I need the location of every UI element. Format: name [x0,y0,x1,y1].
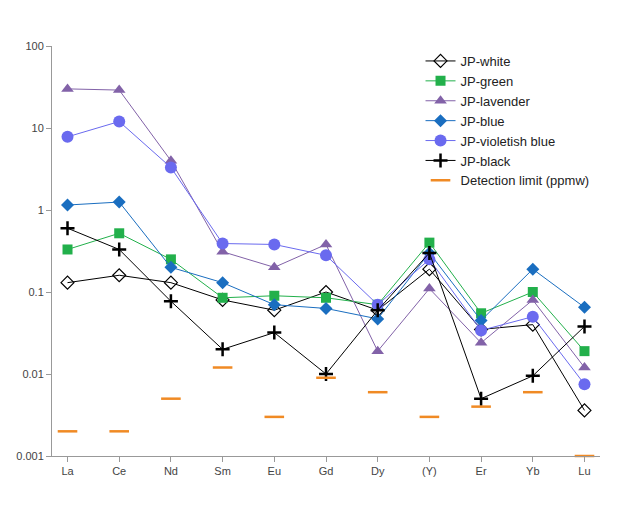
svg-text:La: La [61,465,74,477]
svg-text:Gd: Gd [319,465,334,477]
svg-text:0.001: 0.001 [16,450,44,462]
svg-text:JP-violetish blue: JP-violetish blue [461,134,556,149]
svg-text:0.01: 0.01 [22,368,43,380]
svg-text:Ce: Ce [112,465,126,477]
svg-text:Dy: Dy [371,465,385,477]
svg-text:Er: Er [476,465,487,477]
svg-text:Yb: Yb [526,465,539,477]
svg-text:Sm: Sm [214,465,231,477]
svg-text:JP-black: JP-black [461,154,511,169]
svg-text:Nd: Nd [164,465,178,477]
svg-text:Detection limit (ppmw): Detection limit (ppmw) [461,173,590,188]
svg-text:JP-lavender: JP-lavender [461,94,531,109]
svg-text:1: 1 [38,204,44,216]
svg-text:JP-white: JP-white [461,54,511,69]
svg-text:100: 100 [25,40,43,52]
svg-text:10: 10 [32,122,44,134]
svg-text:JP-blue: JP-blue [461,114,505,129]
svg-text:JP-green: JP-green [461,74,514,89]
svg-text:Eu: Eu [268,465,281,477]
svg-text:0.1: 0.1 [29,286,44,298]
svg-text:(Y): (Y) [422,465,437,477]
svg-text:Lu: Lu [578,465,590,477]
